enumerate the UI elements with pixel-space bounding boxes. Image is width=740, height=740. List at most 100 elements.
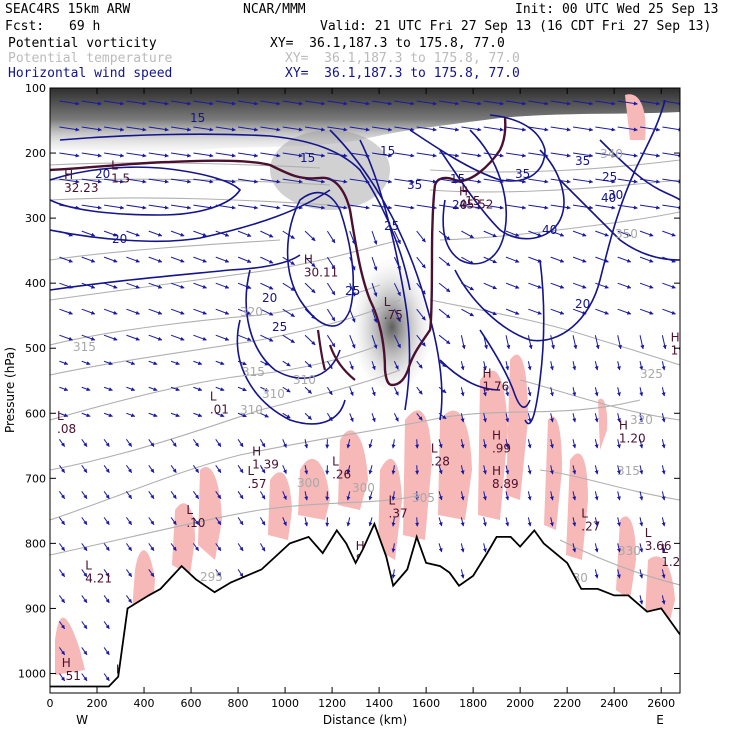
wind-vector bbox=[528, 308, 542, 315]
extremum-value: 1.20 bbox=[619, 432, 646, 446]
extremum-high-marker: H bbox=[64, 168, 73, 182]
wind-vector bbox=[393, 413, 399, 422]
wind-vector bbox=[461, 126, 482, 132]
wind-vector bbox=[460, 361, 465, 371]
wind-vector bbox=[572, 387, 577, 397]
wind-vector bbox=[193, 126, 214, 132]
wind-vector bbox=[393, 308, 401, 323]
wind-vector bbox=[393, 230, 401, 245]
wind-vector bbox=[393, 334, 401, 349]
wind-vector bbox=[237, 412, 247, 418]
wind-vector bbox=[81, 178, 102, 184]
wind-vector bbox=[595, 126, 616, 132]
wind-vector bbox=[346, 491, 351, 501]
wind-vector bbox=[438, 334, 451, 345]
wind-vector bbox=[215, 152, 236, 158]
wind-vector bbox=[148, 360, 158, 365]
wind-vector bbox=[572, 543, 577, 553]
wind-vector bbox=[81, 438, 88, 447]
wind-vector bbox=[282, 491, 287, 500]
tropopause-line bbox=[50, 117, 507, 387]
wind-vector bbox=[549, 361, 554, 371]
wind-vector bbox=[438, 256, 451, 267]
wind-vector bbox=[260, 230, 274, 238]
wind-vector bbox=[572, 517, 577, 527]
wind-vector bbox=[438, 204, 460, 210]
wind-vector bbox=[282, 178, 303, 184]
wind-vector bbox=[482, 543, 487, 553]
wind-vector bbox=[595, 178, 616, 184]
extremum-value: .75 bbox=[384, 308, 403, 322]
wind-vector bbox=[528, 230, 542, 237]
field-xy-theta: XY= 36.1,187.3 to 175.8, 77.0 bbox=[285, 51, 520, 66]
wind-vector bbox=[438, 439, 443, 449]
extremum-value: 45.52 bbox=[459, 197, 493, 211]
wind-vector bbox=[371, 204, 393, 210]
wind-vector bbox=[58, 517, 66, 526]
x-tick-label: 2200 bbox=[553, 697, 581, 710]
field-xy-wind: XY= 36.1,187.3 to 175.8, 77.0 bbox=[285, 66, 520, 81]
wind-vector bbox=[371, 152, 393, 158]
wind-vector bbox=[616, 491, 621, 501]
wind-vector bbox=[438, 308, 451, 319]
wind-vector bbox=[126, 230, 140, 237]
wind-vector bbox=[639, 335, 645, 350]
wind-vector bbox=[482, 517, 487, 527]
wind-vector bbox=[661, 361, 666, 371]
wind-vector bbox=[170, 334, 185, 341]
wind-vector bbox=[661, 413, 666, 423]
wind-vector bbox=[595, 282, 609, 289]
y-tick-label: 900 bbox=[25, 602, 46, 615]
wind-vector bbox=[170, 386, 180, 391]
y-tick-label: 100 bbox=[25, 82, 46, 95]
wind-vector bbox=[282, 308, 295, 318]
wind-vector bbox=[81, 412, 91, 417]
theta-contour-label: 310 bbox=[240, 403, 263, 417]
wind-vector bbox=[282, 334, 295, 344]
wind-vector bbox=[394, 100, 415, 106]
wind-vector bbox=[661, 335, 667, 350]
extremum-high-marker: H bbox=[492, 464, 501, 478]
theta-contour-label: 315 bbox=[73, 340, 96, 354]
wind-vector bbox=[349, 282, 356, 297]
x-axis-label: Distance (km) bbox=[323, 713, 407, 727]
wind-vector bbox=[304, 256, 316, 268]
wind-vector bbox=[391, 439, 396, 449]
wind-vector bbox=[170, 230, 185, 237]
extremum-high-marker: H bbox=[483, 366, 492, 380]
wind-vector bbox=[103, 673, 110, 682]
wind-vector bbox=[304, 439, 309, 449]
wind-vector bbox=[483, 126, 504, 132]
wind-vector bbox=[148, 334, 163, 341]
wind-vector bbox=[572, 100, 594, 106]
wind-vectors bbox=[58, 100, 680, 682]
fcst-value: 69 h bbox=[69, 19, 101, 34]
wind-vector bbox=[416, 360, 423, 369]
wind-vector bbox=[193, 308, 207, 315]
extremum-value: 19.28 bbox=[671, 344, 705, 358]
wind-vector bbox=[193, 152, 214, 158]
wind-vector bbox=[103, 621, 110, 630]
wind-vector bbox=[215, 517, 222, 526]
wind-vector bbox=[259, 465, 266, 474]
wind-vector bbox=[394, 178, 415, 184]
wind-vector bbox=[346, 517, 351, 527]
wind-vector bbox=[616, 465, 621, 475]
extremum-value: .08 bbox=[57, 422, 76, 436]
wind-vector bbox=[237, 360, 247, 366]
wind-vector bbox=[416, 282, 426, 295]
wind-vector bbox=[617, 204, 638, 210]
wind-vector bbox=[639, 361, 644, 371]
wind-vector bbox=[505, 152, 527, 158]
wind-contour-label: 25 bbox=[345, 284, 360, 298]
wind-vector bbox=[639, 152, 661, 158]
wind-vector bbox=[349, 387, 354, 396]
wind-vector bbox=[482, 491, 487, 501]
wind-vector bbox=[528, 100, 549, 106]
wind-vector bbox=[416, 100, 437, 106]
wind-vector bbox=[572, 361, 577, 371]
wind-vector bbox=[617, 282, 632, 289]
extremum-low-marker: L bbox=[111, 158, 118, 172]
wind-vector bbox=[103, 465, 110, 473]
contour-labels: 15 15 15 15 20 20 20 25 25 25 35 35 35 40 40 20 20 25 30 29… bbox=[73, 111, 663, 585]
